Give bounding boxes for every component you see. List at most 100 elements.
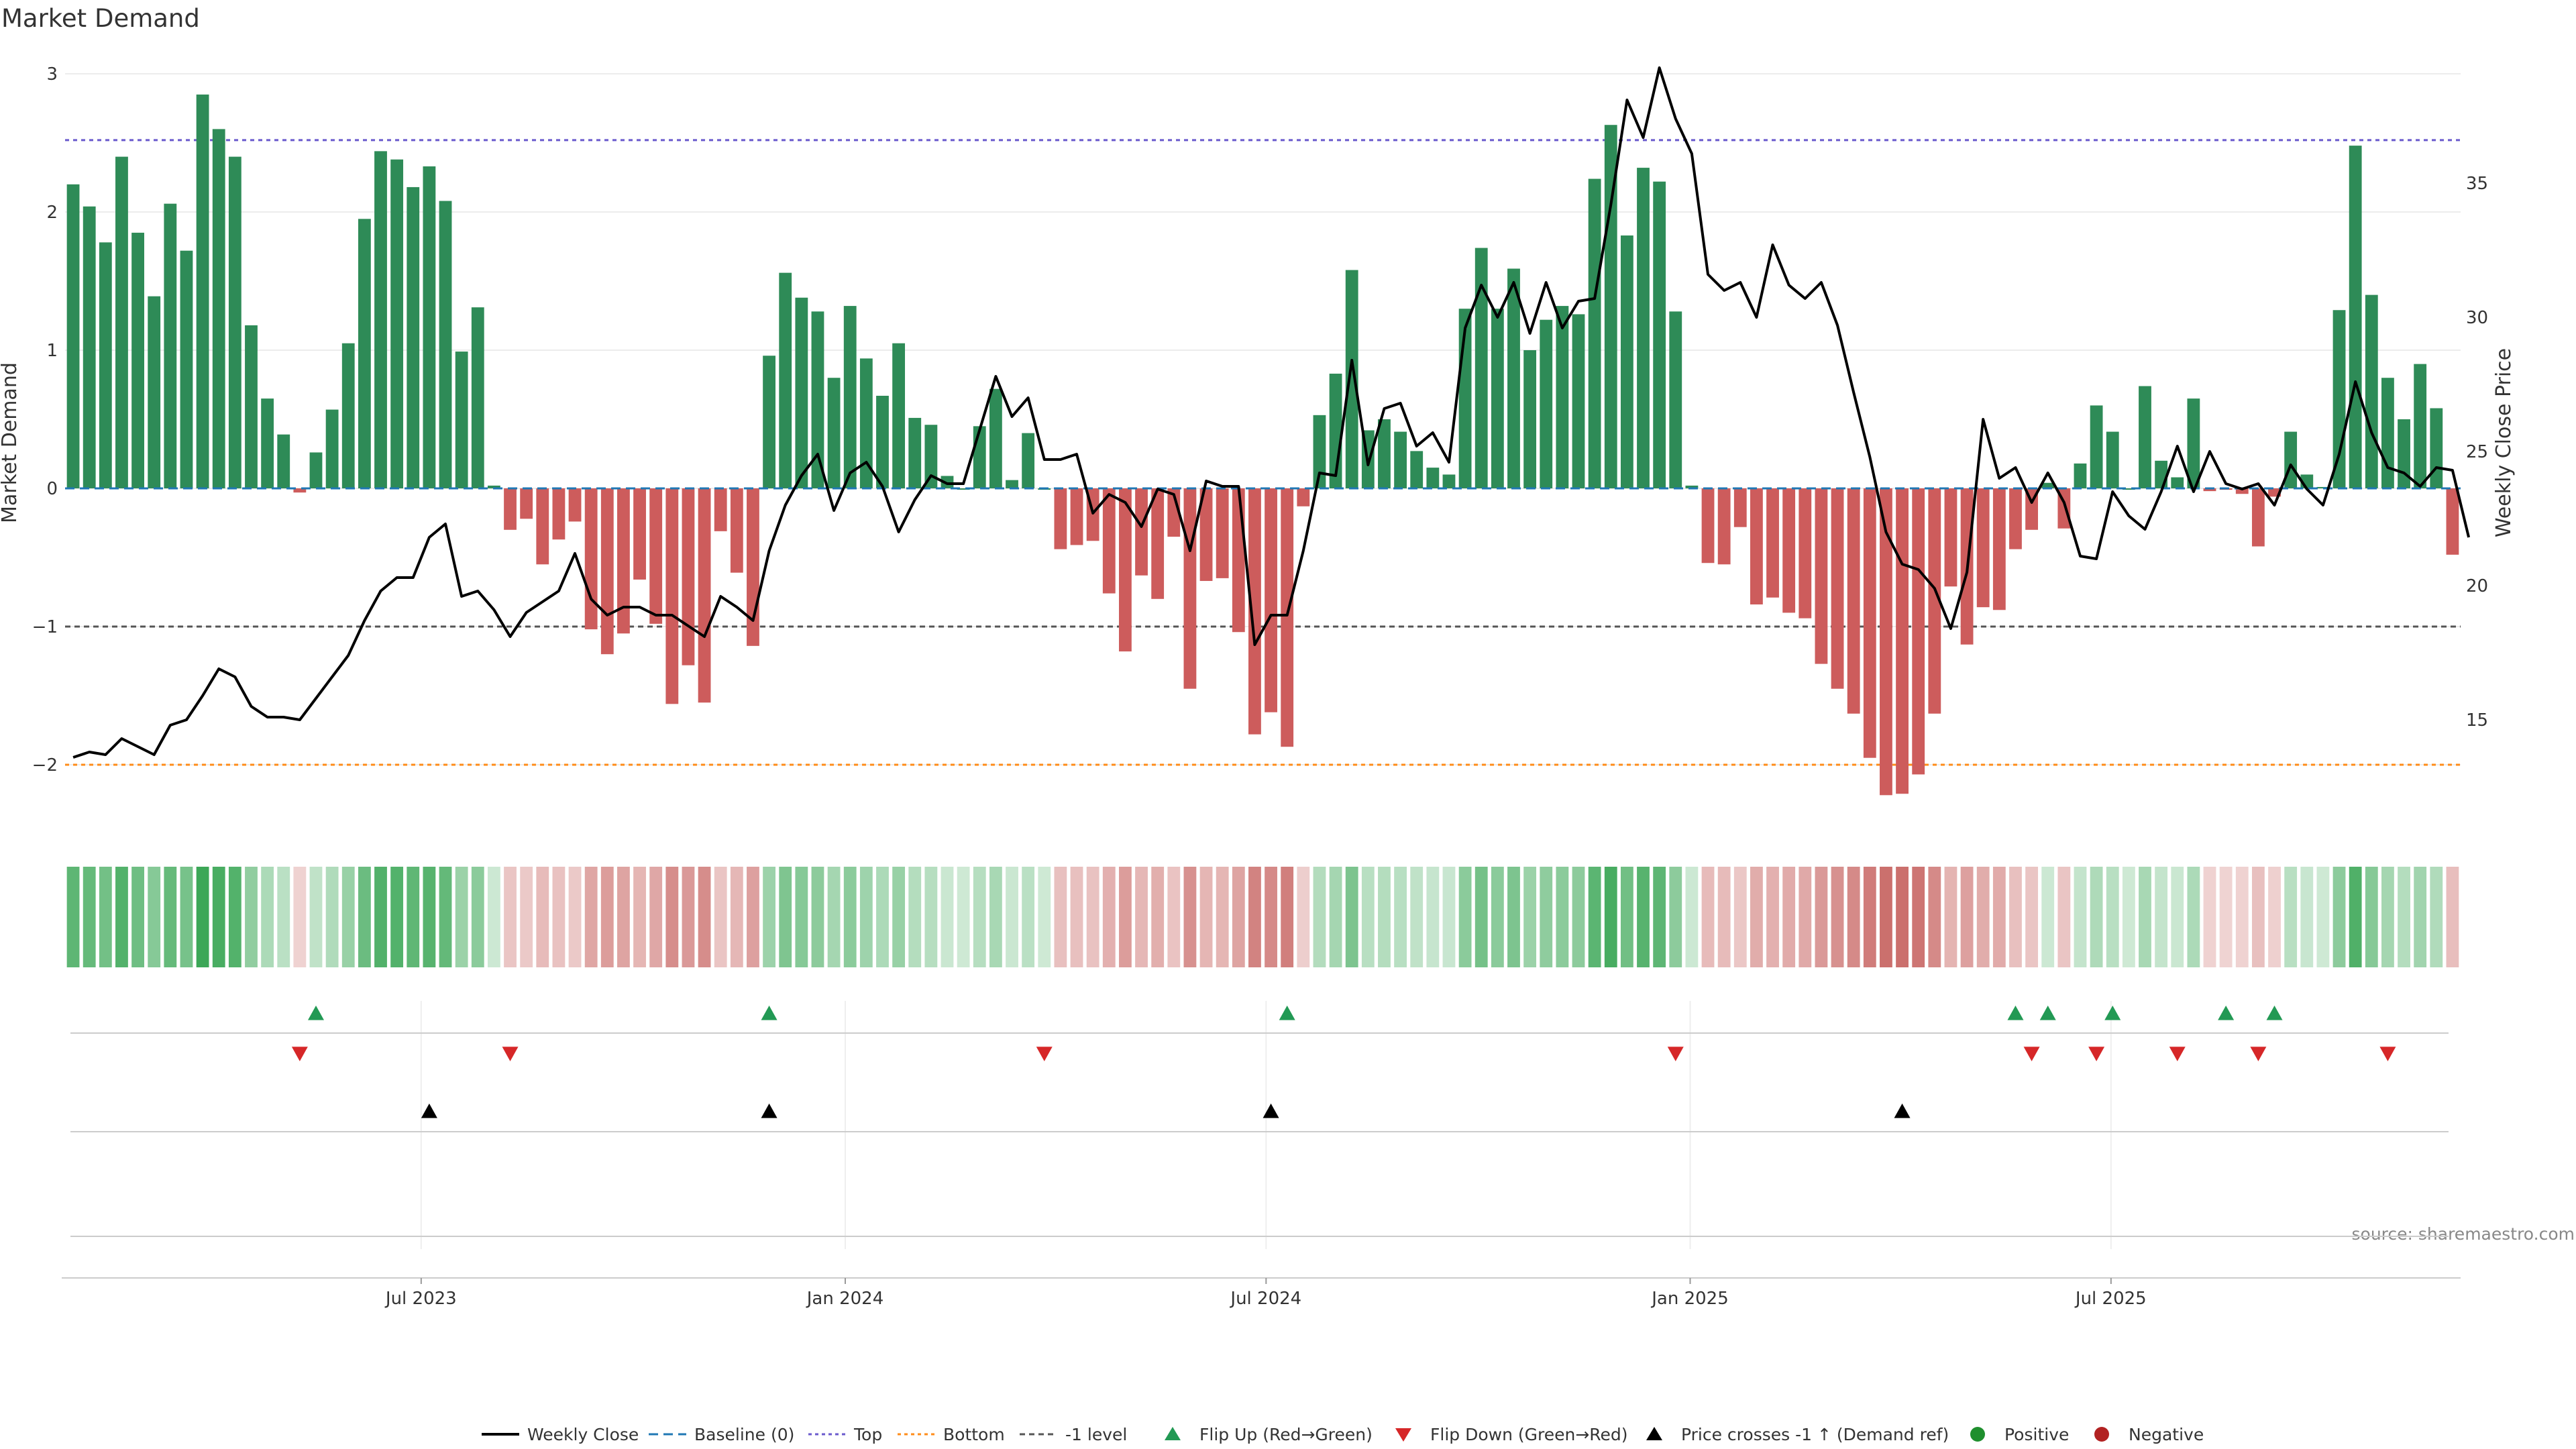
heat-cell	[747, 867, 759, 967]
heat-cell	[714, 867, 727, 967]
demand-bar	[2171, 477, 2184, 488]
x-tick-label: Jul 2025	[2074, 1289, 2147, 1309]
heat-cell	[1248, 867, 1261, 967]
heat-cell	[892, 867, 906, 967]
heat-cell	[1733, 867, 1747, 967]
heat-cell	[1766, 867, 1779, 967]
demand-bar	[455, 352, 468, 488]
flip-down-marker	[1667, 1046, 1684, 1061]
heat-cell	[1458, 867, 1472, 967]
heat-cell	[2268, 867, 2281, 967]
flip-up-marker	[2218, 1006, 2235, 1020]
heat-cell	[293, 867, 307, 967]
demand-bar	[1281, 488, 1294, 747]
demand-bar	[714, 488, 727, 531]
left-tick-label: 2	[46, 203, 58, 223]
heat-cell	[2203, 867, 2216, 967]
heat-cell	[1297, 867, 1310, 967]
heat-cell	[1992, 867, 2006, 967]
demand-bar	[1782, 488, 1796, 613]
demand-bar	[2122, 488, 2135, 490]
demand-bar	[212, 129, 225, 488]
demand-bar	[99, 242, 112, 488]
demand-bar	[180, 250, 193, 488]
flip-down-marker	[2250, 1046, 2267, 1061]
heat-cell	[358, 867, 371, 967]
demand-bar	[390, 159, 404, 488]
heat-cell	[2009, 867, 2022, 967]
demand-bar	[2187, 398, 2200, 488]
demand-bar	[1685, 485, 1699, 488]
demand-bar	[2316, 486, 2330, 488]
heat-cell	[1281, 867, 1294, 967]
demand-bar	[1992, 488, 2006, 610]
heat-cell	[2300, 867, 2314, 967]
heat-cell	[2025, 867, 2039, 967]
flip-up-marker	[761, 1006, 777, 1020]
demand-bar	[1102, 488, 1116, 594]
flip-down-marker	[502, 1046, 519, 1061]
demand-bar	[665, 488, 679, 704]
demand-bar	[2009, 488, 2022, 549]
demand-bar	[1118, 488, 1132, 652]
left-tick-label: 0	[46, 479, 58, 499]
demand-bar	[83, 206, 96, 488]
heat-cell	[908, 867, 922, 967]
heat-cell	[1474, 867, 1488, 967]
demand-bar	[1410, 451, 1424, 488]
heat-cell	[1135, 867, 1148, 967]
demand-bar	[1183, 488, 1197, 689]
demand-bar	[1006, 480, 1018, 488]
heat-cell	[1118, 867, 1132, 967]
demand-bar	[423, 166, 436, 488]
heat-cell	[1265, 867, 1277, 967]
demand-bar	[115, 156, 128, 488]
demand-bar	[1733, 488, 1747, 527]
heat-cell	[1167, 867, 1181, 967]
legend-label: Positive	[2004, 1425, 2069, 1444]
flip-down-marker	[291, 1046, 308, 1061]
demand-bar	[1572, 314, 1585, 488]
heat-cell	[1410, 867, 1424, 967]
flip-down-marker	[2088, 1046, 2105, 1061]
demand-bar	[973, 426, 986, 488]
legend-flip-up-icon	[1165, 1427, 1181, 1440]
heat-cell	[471, 867, 484, 967]
heat-cell	[439, 867, 452, 967]
heat-cell	[649, 867, 663, 967]
legend-item: Bottom	[898, 1425, 1005, 1444]
heat-cell	[2122, 867, 2135, 967]
demand-bar	[148, 296, 161, 488]
heat-cell	[1442, 867, 1456, 967]
demand-bar	[196, 94, 209, 488]
heat-cell	[2365, 867, 2378, 967]
heat-cell	[2057, 867, 2071, 967]
flip-up-marker	[307, 1006, 324, 1020]
heat-cell	[196, 867, 209, 967]
heat-cell	[390, 867, 404, 967]
heat-cell	[1054, 867, 1067, 967]
legend-negative-dot-icon	[2094, 1427, 2109, 1442]
heat-cell	[1313, 867, 1326, 967]
heat-cell	[552, 867, 566, 967]
demand-bar	[1378, 419, 1391, 488]
heat-cell	[1507, 867, 1520, 967]
heat-cell	[2139, 867, 2151, 967]
heat-cell	[763, 867, 775, 967]
demand-bar	[2446, 488, 2459, 555]
heat-cell	[341, 867, 355, 967]
heat-cell	[455, 867, 468, 967]
heat-cell	[309, 867, 323, 967]
heat-cell	[2090, 867, 2103, 967]
heat-cell	[228, 867, 241, 967]
heat-cell	[164, 867, 177, 967]
demand-bar	[1831, 488, 1844, 689]
price-cross-marker	[1894, 1104, 1911, 1118]
heat-cell	[957, 867, 970, 967]
demand-bar	[811, 311, 824, 488]
demand-bar	[600, 488, 614, 655]
heat-cell	[859, 867, 873, 967]
demand-bar	[1199, 488, 1213, 582]
demand-bar	[228, 156, 241, 488]
